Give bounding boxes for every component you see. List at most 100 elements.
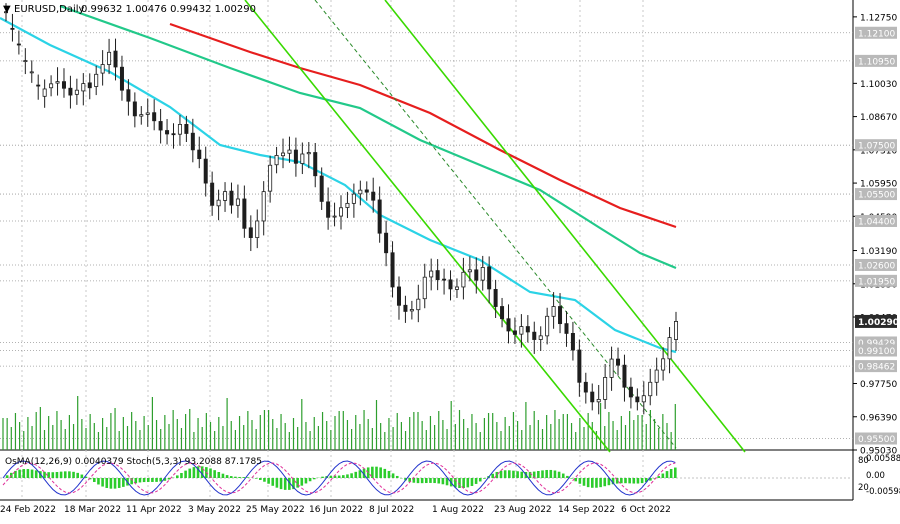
candle-body[interactable]: [648, 381, 653, 397]
candlesticks[interactable]: [4, 3, 679, 415]
candle-body[interactable]: [403, 304, 408, 312]
candle-body[interactable]: [242, 198, 247, 229]
candle-body[interactable]: [674, 321, 679, 340]
candle-body[interactable]: [319, 175, 324, 202]
candle-body[interactable]: [255, 220, 260, 238]
candle-body[interactable]: [512, 330, 517, 335]
candle-body[interactable]: [570, 333, 575, 351]
candle-body[interactable]: [139, 114, 144, 117]
candle-body[interactable]: [293, 149, 298, 164]
candle-body[interactable]: [351, 193, 356, 204]
candle-body[interactable]: [416, 298, 421, 311]
candle-body[interactable]: [577, 349, 582, 383]
candle-body[interactable]: [4, 11, 9, 14]
candle-body[interactable]: [268, 164, 273, 192]
candle-body[interactable]: [654, 369, 659, 383]
candle-body[interactable]: [306, 152, 311, 155]
candle-body[interactable]: [10, 27, 15, 30]
candle-body[interactable]: [396, 286, 401, 306]
candle-body[interactable]: [384, 232, 389, 254]
candle-body[interactable]: [107, 51, 112, 65]
candle-body[interactable]: [235, 198, 240, 206]
candle-body[interactable]: [326, 201, 331, 218]
candle-body[interactable]: [358, 189, 363, 195]
candle-body[interactable]: [281, 152, 286, 157]
candle-body[interactable]: [609, 358, 614, 378]
candle-body[interactable]: [197, 149, 202, 160]
candle-body[interactable]: [506, 318, 511, 332]
candle-body[interactable]: [371, 191, 376, 201]
candle-body[interactable]: [61, 81, 66, 89]
candle-body[interactable]: [210, 182, 215, 206]
candle-body[interactable]: [596, 399, 601, 403]
candle-body[interactable]: [661, 358, 666, 371]
candle-body[interactable]: [23, 60, 28, 63]
candle-body[interactable]: [519, 326, 524, 335]
candle-body[interactable]: [132, 101, 137, 117]
candle-body[interactable]: [113, 50, 118, 68]
candle-body[interactable]: [493, 289, 498, 307]
candle-body[interactable]: [338, 207, 343, 217]
candle-body[interactable]: [667, 337, 672, 360]
candle-body[interactable]: [287, 149, 292, 154]
candle-body[interactable]: [622, 364, 627, 388]
candle-body[interactable]: [87, 82, 92, 89]
candle-body[interactable]: [216, 199, 221, 207]
candle-body[interactable]: [500, 306, 505, 320]
candle-body[interactable]: [184, 124, 189, 134]
candle-body[interactable]: [68, 87, 73, 96]
candle-body[interactable]: [551, 306, 556, 317]
dropdown-arrow-icon[interactable]: ▼: [3, 4, 11, 15]
candle-body[interactable]: [435, 270, 440, 281]
candle-body[interactable]: [165, 130, 170, 135]
candle-body[interactable]: [538, 335, 543, 340]
candle-body[interactable]: [119, 66, 124, 91]
candle-body[interactable]: [525, 326, 530, 333]
candle-body[interactable]: [74, 89, 79, 95]
candle-body[interactable]: [603, 377, 608, 400]
candle-body[interactable]: [545, 315, 550, 337]
candle-body[interactable]: [628, 386, 633, 398]
candle-body[interactable]: [487, 266, 492, 290]
candle-body[interactable]: [190, 132, 195, 151]
candle-body[interactable]: [409, 309, 414, 312]
candle-body[interactable]: [42, 88, 47, 97]
candle-body[interactable]: [429, 270, 434, 278]
candle-body[interactable]: [152, 112, 157, 122]
candle-body[interactable]: [474, 269, 479, 281]
candle-body[interactable]: [36, 84, 41, 87]
candle-body[interactable]: [532, 331, 537, 340]
candle-body[interactable]: [300, 153, 305, 164]
candle-body[interactable]: [390, 252, 395, 288]
candle-body[interactable]: [16, 43, 21, 46]
candle-body[interactable]: [448, 279, 453, 290]
candle-body[interactable]: [422, 276, 427, 300]
candle-body[interactable]: [364, 189, 369, 193]
candle-body[interactable]: [558, 306, 563, 325]
candle-body[interactable]: [261, 191, 266, 222]
candle-body[interactable]: [454, 286, 459, 290]
candle-body[interactable]: [313, 152, 318, 177]
candle-body[interactable]: [81, 83, 86, 92]
candle-body[interactable]: [461, 271, 466, 288]
candle-body[interactable]: [345, 202, 350, 208]
candle-body[interactable]: [55, 81, 60, 84]
candle-body[interactable]: [223, 191, 228, 201]
candle-body[interactable]: [229, 190, 234, 206]
candle-body[interactable]: [564, 323, 569, 334]
candle-body[interactable]: [177, 124, 182, 135]
candle-body[interactable]: [203, 158, 208, 184]
candle-body[interactable]: [583, 381, 588, 393]
candle-body[interactable]: [29, 71, 34, 74]
candle-body[interactable]: [49, 83, 54, 89]
candle-body[interactable]: [171, 133, 176, 136]
candle-body[interactable]: [332, 215, 337, 218]
candle-body[interactable]: [590, 391, 595, 403]
candle-body[interactable]: [377, 199, 382, 234]
candle-body[interactable]: [94, 73, 99, 87]
candle-body[interactable]: [158, 121, 163, 131]
candle-body[interactable]: [635, 396, 640, 403]
candle-body[interactable]: [616, 358, 621, 366]
candle-body[interactable]: [480, 267, 485, 281]
candle-body[interactable]: [248, 227, 253, 238]
